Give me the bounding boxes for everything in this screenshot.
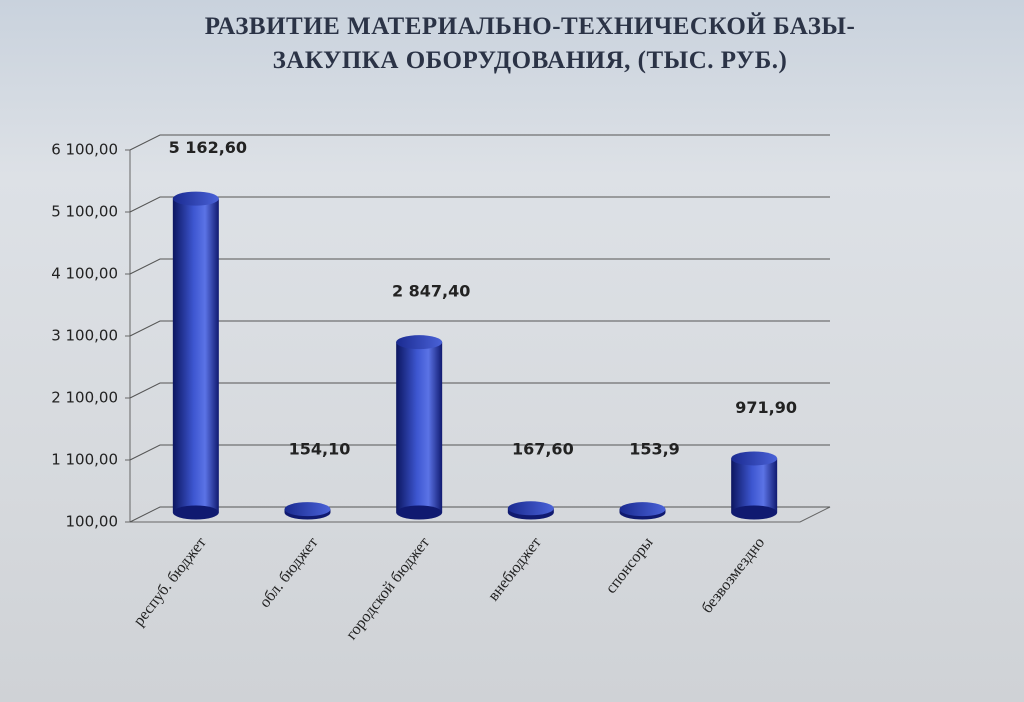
bar-cap bbox=[507, 501, 554, 516]
y-tick-label: 4 100,00 bbox=[51, 265, 118, 283]
bar bbox=[731, 458, 778, 513]
bar bbox=[172, 198, 219, 513]
y-tick-label: 6 100,00 bbox=[51, 141, 118, 159]
y-tick-label: 2 100,00 bbox=[51, 389, 118, 407]
grid-line bbox=[129, 258, 830, 275]
bar-base bbox=[172, 505, 219, 520]
chart-title: РАЗВИТИЕ МАТЕРИАЛЬНО-ТЕХНИЧЕСКОЙ БАЗЫ- З… bbox=[204, 13, 856, 74]
y-tick-label: 5 100,00 bbox=[51, 203, 118, 221]
bar-cap bbox=[396, 335, 443, 350]
grid-line bbox=[129, 196, 830, 213]
value-label: 5 162,60 bbox=[169, 138, 247, 157]
grid-line bbox=[129, 382, 830, 399]
bar-base bbox=[731, 505, 778, 520]
value-label: 2 847,40 bbox=[392, 282, 470, 301]
x-tick-label: безвозмездно bbox=[699, 534, 769, 616]
value-label: 971,90 bbox=[735, 398, 797, 417]
x-tick-label: внебюджет bbox=[485, 534, 545, 604]
grid-line bbox=[129, 320, 830, 337]
bar-cap bbox=[619, 502, 666, 517]
grid-line bbox=[129, 444, 830, 461]
y-tick-label: 3 100,00 bbox=[51, 327, 118, 345]
grid-line bbox=[129, 506, 830, 523]
bar-cap bbox=[172, 191, 219, 206]
x-tick-label: респуб. бюджет bbox=[130, 534, 210, 629]
y-tick-label: 1 100,00 bbox=[51, 451, 118, 469]
x-tick-label: городской бюджет bbox=[343, 534, 433, 643]
bar-base bbox=[396, 505, 443, 520]
y-tick-label: 100,00 bbox=[66, 513, 119, 531]
bar bbox=[396, 342, 443, 513]
value-label: 167,60 bbox=[512, 440, 574, 459]
x-tick-label: спонсоры bbox=[602, 534, 656, 597]
grid-line bbox=[129, 134, 830, 151]
x-tick-label: обл. бюджет bbox=[256, 534, 321, 611]
bar-cap bbox=[731, 451, 778, 466]
value-label: 154,10 bbox=[289, 440, 351, 459]
bar-cap bbox=[284, 502, 331, 517]
value-label: 153,9 bbox=[629, 440, 680, 459]
floor bbox=[130, 506, 831, 523]
